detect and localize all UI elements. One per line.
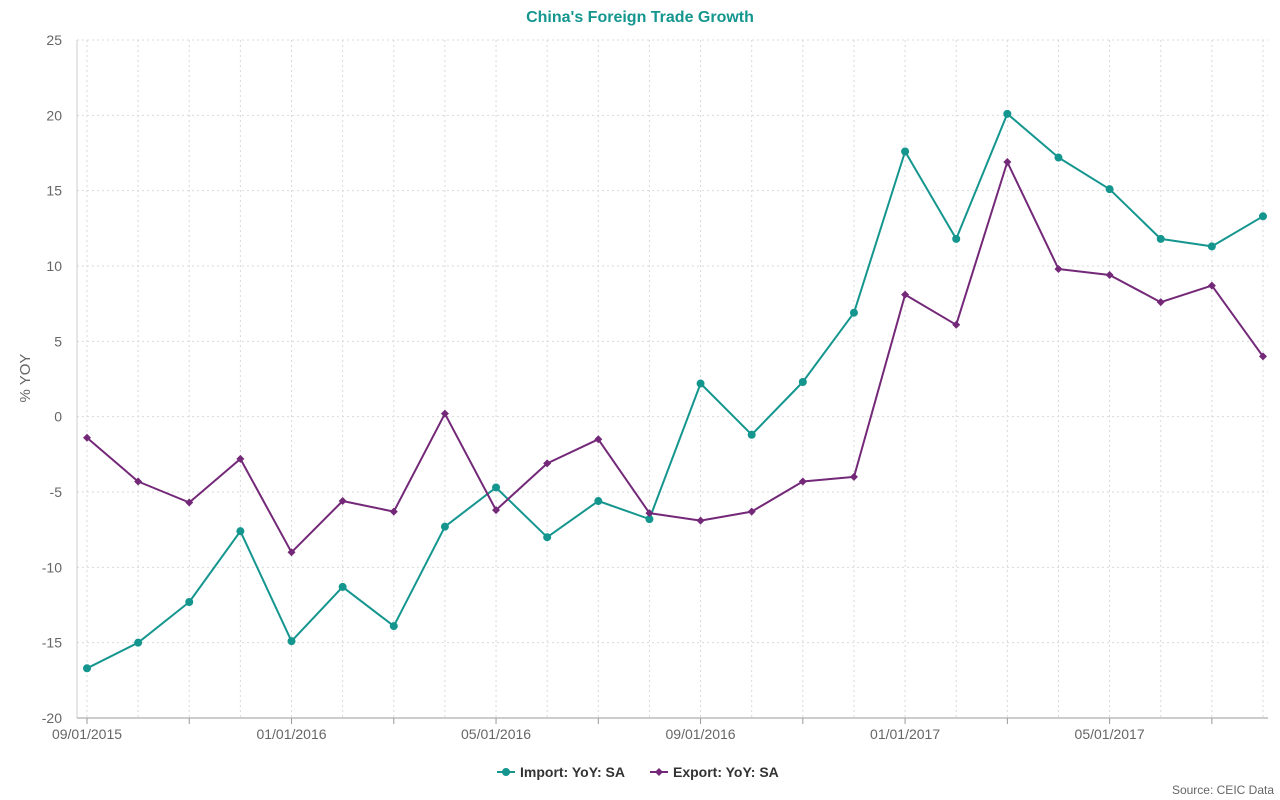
import-data-point[interactable]: [952, 234, 961, 243]
x-tick-label: 09/01/2016: [666, 726, 736, 742]
y-tick-label: 10: [46, 258, 62, 274]
x-tick-label: 05/01/2016: [461, 726, 531, 742]
export-data-point[interactable]: [1054, 265, 1063, 274]
import-data-point[interactable]: [1207, 242, 1216, 251]
y-tick-label: 0: [54, 409, 62, 425]
export-data-point[interactable]: [798, 477, 807, 486]
x-axis-ticks: 09/01/2015 01/01/2016 05/01/2016 09/01/2016…: [52, 726, 1145, 742]
import-data-point[interactable]: [645, 515, 654, 524]
export-data-point[interactable]: [440, 409, 449, 418]
import-data-point[interactable]: [83, 664, 91, 673]
y-tick-label: -15: [42, 635, 62, 651]
y-tick-label: 15: [46, 183, 62, 199]
legend-import-marker: [502, 768, 510, 776]
legend-export-label: Export: YoY: SA: [673, 764, 779, 780]
import-data-point[interactable]: [1003, 109, 1012, 118]
export-data-point[interactable]: [594, 435, 603, 444]
export-data-point[interactable]: [338, 497, 347, 506]
legend-import-label: Import: YoY: SA: [520, 764, 625, 780]
import-data-point[interactable]: [543, 533, 552, 542]
x-tick-label: 05/01/2017: [1075, 726, 1145, 742]
export-data-point[interactable]: [747, 507, 756, 516]
import-data-point[interactable]: [594, 497, 603, 506]
y-tick-label: 5: [54, 333, 62, 349]
source-note: Source: CEIC Data: [1172, 783, 1274, 797]
x-tick-label: 09/01/2015: [52, 726, 122, 742]
import-data-point[interactable]: [849, 308, 858, 317]
export-data-point[interactable]: [696, 516, 705, 525]
y-tick-label: 25: [46, 32, 62, 48]
import-data-point[interactable]: [134, 638, 143, 647]
y-tick-label: -5: [50, 484, 63, 500]
import-data-point[interactable]: [696, 379, 705, 388]
export-data-point[interactable]: [1258, 352, 1267, 361]
y-axis-ticks: 25 20 15 10 5 0 -5 -10 -15 -20: [42, 32, 62, 726]
import-data-point[interactable]: [747, 430, 756, 439]
series-line-import: [86, 112, 1264, 670]
export-data-point[interactable]: [134, 477, 143, 486]
export-data-point[interactable]: [389, 507, 398, 516]
export-data-point[interactable]: [901, 290, 910, 299]
import-data-point[interactable]: [1258, 212, 1267, 221]
x-tick-label: 01/01/2017: [870, 726, 940, 742]
export-data-point[interactable]: [287, 548, 296, 557]
y-tick-label: 20: [46, 107, 62, 123]
export-data-point[interactable]: [1156, 298, 1165, 307]
import-data-point[interactable]: [338, 582, 347, 591]
legend[interactable]: Import: YoY: SA Export: YoY: SA: [497, 764, 779, 780]
export-data-point[interactable]: [492, 506, 501, 515]
x-tick-label: 01/01/2016: [256, 726, 326, 742]
import-data-point[interactable]: [389, 622, 398, 631]
import-data-point[interactable]: [1105, 185, 1114, 194]
y-axis-label: % YOY: [17, 354, 34, 403]
import-data-point[interactable]: [492, 483, 501, 492]
export-data-point[interactable]: [1003, 158, 1012, 167]
grid-lines: [77, 39, 1268, 719]
export-data-point[interactable]: [849, 472, 858, 481]
export-data-point[interactable]: [185, 498, 194, 507]
import-data-point[interactable]: [185, 597, 194, 606]
legend-export-marker: [655, 768, 663, 776]
import-data-point[interactable]: [1156, 234, 1165, 243]
axes: [76, 40, 1268, 724]
series-line-export: [86, 161, 1264, 554]
import-data-point[interactable]: [236, 527, 245, 536]
legend-item-import[interactable]: Import: YoY: SA: [497, 764, 625, 780]
import-data-point[interactable]: [901, 147, 910, 156]
import-data-point[interactable]: [440, 522, 449, 531]
export-data-point[interactable]: [1105, 271, 1114, 280]
import-data-point[interactable]: [287, 637, 296, 646]
legend-item-export[interactable]: Export: YoY: SA: [650, 764, 779, 780]
y-tick-label: -10: [42, 559, 62, 575]
export-data-point[interactable]: [236, 454, 245, 463]
y-tick-label: -20: [42, 710, 62, 726]
export-data-point[interactable]: [645, 509, 654, 518]
export-data-point[interactable]: [83, 433, 91, 442]
import-data-point[interactable]: [1054, 153, 1063, 162]
series-group: [83, 109, 1267, 673]
export-data-point[interactable]: [952, 320, 961, 329]
export-data-point[interactable]: [543, 459, 552, 468]
import-data-point[interactable]: [798, 378, 807, 387]
export-data-point[interactable]: [1207, 281, 1216, 290]
chart-title: China's Foreign Trade Growth: [526, 9, 754, 26]
